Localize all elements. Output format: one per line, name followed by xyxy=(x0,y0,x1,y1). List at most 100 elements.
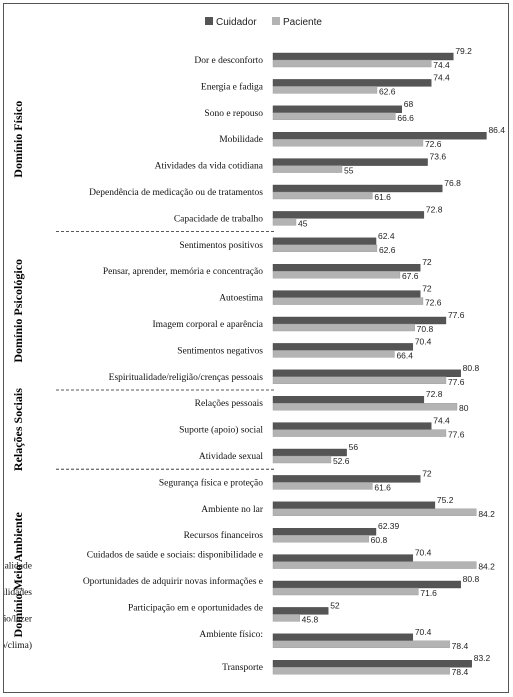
category-label-line: (poluição/ruído/trânsito/clima) xyxy=(4,640,32,651)
bar-cuidador xyxy=(272,290,421,298)
category-label: Ambiente físico: (poluição/ruído/trânsito… xyxy=(4,629,263,651)
bar-paciente xyxy=(272,667,450,675)
value-label: 77.6 xyxy=(448,430,465,440)
value-label: 72 xyxy=(422,284,432,294)
value-label: 79.2 xyxy=(455,46,472,56)
category-label-line: qualidade xyxy=(4,562,32,572)
category-label: Energia e fadiga xyxy=(201,81,264,92)
category-label-line: recreação/lazer xyxy=(4,614,33,624)
bar-cuidador xyxy=(272,475,421,483)
value-label: 62.4 xyxy=(378,231,395,241)
bar-paciente xyxy=(272,587,419,596)
value-label: 62.6 xyxy=(379,86,396,96)
bar-paciente xyxy=(272,86,378,94)
category-label: Capacidade de trabalho xyxy=(174,214,263,224)
value-label: 56 xyxy=(349,442,359,452)
bar-cuidador xyxy=(272,264,421,272)
bar-cuidador xyxy=(272,448,347,457)
domain-label: Domínio Físico xyxy=(11,101,25,178)
category-label: Sentimentos positivos xyxy=(179,241,263,251)
bar-paciente xyxy=(272,640,450,648)
bar-paciente xyxy=(272,561,477,569)
category-label: Espiritualidade/religião/crenças pessoai… xyxy=(109,373,264,383)
category-label: Suporte (apoio) social xyxy=(179,425,263,436)
bar-paciente xyxy=(272,218,297,226)
bar-cuidador xyxy=(272,422,432,430)
bar-cuidador xyxy=(272,501,436,509)
category-label-line: Participação em e oportunidades de xyxy=(128,603,263,613)
value-label: 72.8 xyxy=(426,204,443,214)
category-label: Cuidados de saúde e sociais: disponibili… xyxy=(4,551,263,572)
bar-cuidador xyxy=(272,237,377,246)
value-label: 70.4 xyxy=(415,336,432,346)
category-label: Atividade sexual xyxy=(199,452,263,462)
domain-label: Domínio Meio Ambiente xyxy=(11,511,25,637)
value-label: 45.8 xyxy=(302,614,319,624)
category-label-line: habilidades xyxy=(4,588,32,598)
bar-cuidador xyxy=(272,369,461,377)
chart-frame: Cuidador Paciente Domínio Físico Domínio P… xyxy=(3,3,509,693)
bar-cuidador xyxy=(272,633,414,641)
value-label: 52 xyxy=(330,600,340,610)
bar-paciente xyxy=(272,376,447,384)
bar-paciente xyxy=(272,191,373,200)
bar-paciente xyxy=(272,508,477,516)
domain-labels: Domínio Físico Domínio Psicológico Relaçõe… xyxy=(11,101,25,638)
bar-cuidador xyxy=(272,131,487,140)
bar-paciente xyxy=(272,59,432,68)
value-label: 52.6 xyxy=(333,456,350,466)
value-label: 72.6 xyxy=(425,298,442,308)
category-label: Pensar, aprender, memória e concentração xyxy=(103,267,263,277)
bar-paciente xyxy=(272,403,458,411)
value-label: 62.6 xyxy=(379,245,396,255)
category-label-line: Cuidados de saúde e sociais: disponibili… xyxy=(87,551,263,561)
value-label: 75.2 xyxy=(437,495,454,505)
category-label: Imagem corporal e aparência xyxy=(152,320,263,330)
value-label: 67.6 xyxy=(402,271,419,281)
bar-paciente xyxy=(272,455,332,464)
value-label: 76.8 xyxy=(444,178,461,188)
bar-cuidador xyxy=(272,554,414,562)
category-label: Participação em e oportunidades de recrea… xyxy=(4,603,263,624)
bar-cuidador xyxy=(272,343,414,351)
value-label: 72.8 xyxy=(426,389,443,399)
value-label: 45 xyxy=(298,218,308,228)
value-label: 78.4 xyxy=(452,667,469,677)
value-label: 70.8 xyxy=(417,324,434,334)
category-label: Sono e repouso xyxy=(204,109,263,119)
bar-paciente xyxy=(272,614,300,622)
bar-cuidador xyxy=(272,528,377,536)
bar-cuidador xyxy=(272,396,425,404)
category-label: Transporte xyxy=(222,663,263,673)
domain-label: Domínio Psicológico xyxy=(11,259,25,363)
value-label: 84.2 xyxy=(478,562,495,572)
bar-cuidador xyxy=(272,316,447,325)
bar-paciente xyxy=(272,429,447,437)
category-label: Autoestima xyxy=(219,294,264,304)
bar-paciente xyxy=(272,165,343,173)
value-label: 72 xyxy=(422,257,432,267)
value-label: 72.6 xyxy=(425,139,442,149)
value-label: 55 xyxy=(344,166,354,176)
category-label: Dor e desconforto xyxy=(194,55,263,66)
value-label: 61.6 xyxy=(374,482,391,492)
value-label: 80.8 xyxy=(463,574,480,584)
category-label: Segurança física e proteção xyxy=(159,477,263,488)
value-label: 72 xyxy=(422,468,432,478)
bar-paciente xyxy=(272,323,415,332)
value-label: 66.4 xyxy=(396,350,413,360)
value-label: 74.4 xyxy=(433,72,450,82)
chart-svg: Cuidador Paciente Domínio Físico Domínio P… xyxy=(4,17,505,677)
bar-cuidador xyxy=(272,79,432,87)
value-label: 74.4 xyxy=(433,60,450,70)
value-label: 84.2 xyxy=(478,509,495,519)
value-label: 70.4 xyxy=(415,627,432,637)
legend-label: Cuidador xyxy=(216,17,257,28)
legend-swatch-cuidador xyxy=(205,17,213,25)
bar-paciente xyxy=(272,482,373,490)
bar-paciente xyxy=(272,350,395,358)
bar-cuidador xyxy=(272,105,403,114)
value-label: 61.6 xyxy=(374,192,391,202)
value-label: 86.4 xyxy=(488,125,505,135)
value-label: 74.4 xyxy=(433,416,450,426)
